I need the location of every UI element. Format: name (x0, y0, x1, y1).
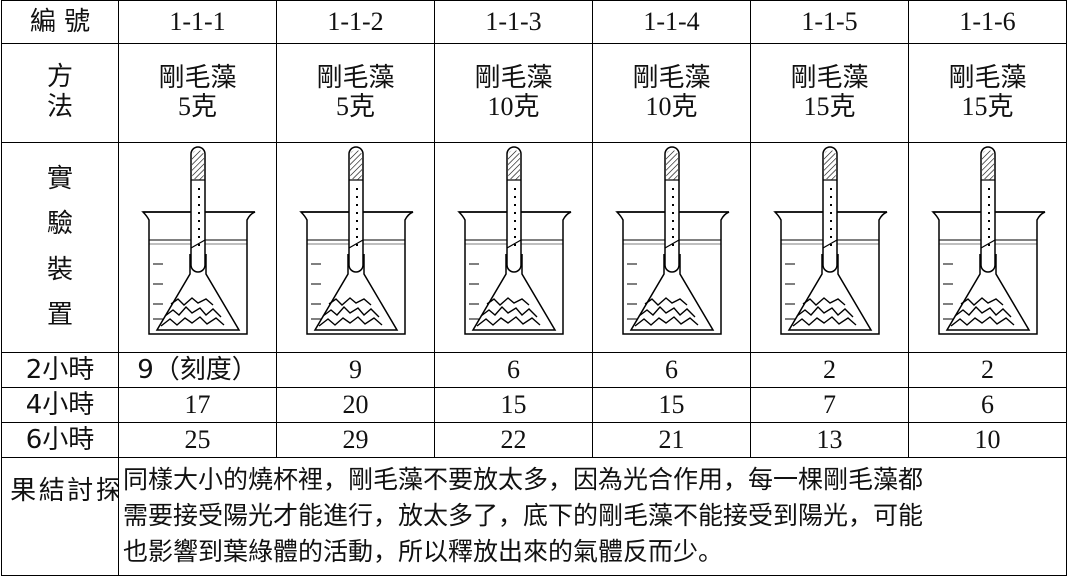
method-cell: 剛毛藻 10克 (434, 43, 593, 143)
label-text: 方法 (47, 62, 74, 122)
result-value: 13 (750, 422, 909, 458)
row-label: 2小時 (1, 352, 119, 388)
experiment-id: 1-1-6 (908, 0, 1067, 44)
row-label: 6小時 (1, 422, 119, 458)
row-label: 方法 (1, 43, 119, 143)
header-row: 編 號 1-1-1 1-1-2 1-1-3 1-1-4 1-1-5 1-1-6 (1, 0, 1067, 44)
alga-amount: 5克 (335, 92, 375, 121)
result-value: 2 (750, 352, 909, 388)
result-value: 21 (592, 422, 751, 458)
apparatus-cell (592, 142, 751, 353)
result-value: 9 (276, 352, 435, 388)
method-row: 方法 剛毛藻 5克 剛毛藻 5克 剛毛藻 10克 剛毛藻 10克 剛毛藻 15克 剛毛藻 15克 (1, 43, 1067, 143)
alga-amount: 10克 (487, 92, 540, 121)
apparatus-cell (276, 142, 435, 353)
alga-name: 剛毛藻 (158, 63, 237, 94)
label-text: 探討結果 (5, 476, 119, 550)
apparatus-cell (434, 142, 593, 353)
alga-amount: 15克 (961, 92, 1014, 121)
result-value: 25 (118, 422, 277, 458)
alga-name: 剛毛藻 (632, 63, 711, 94)
apparatus-drawing (765, 144, 895, 344)
alga-name: 剛毛藻 (790, 63, 869, 94)
result-value: 2 (908, 352, 1067, 388)
apparatus-drawing (607, 144, 737, 344)
apparatus-drawing (133, 144, 263, 344)
result-value: 9（刻度） (118, 352, 277, 388)
row-label: 實驗裝置 (1, 142, 119, 353)
label-text: 實驗裝置 (47, 163, 74, 331)
method-cell: 剛毛藻 15克 (750, 43, 909, 143)
method-cell: 剛毛藻 15克 (908, 43, 1067, 143)
apparatus-cell (908, 142, 1067, 353)
alga-name: 剛毛藻 (316, 63, 395, 94)
apparatus-drawing (923, 144, 1053, 344)
conclusion-text: 同樣大小的燒杯裡，剛毛藻不要放太多，因為光合作用，每一棵剛毛藻都 需要接受陽光才能… (118, 457, 1067, 576)
alga-name: 剛毛藻 (474, 63, 553, 94)
result-value: 17 (118, 387, 277, 423)
conclusion-line: 同樣大小的燒杯裡，剛毛藻不要放太多，因為光合作用，每一棵剛毛藻都 (123, 464, 924, 494)
result-value: 15 (434, 387, 593, 423)
method-cell: 剛毛藻 5克 (276, 43, 435, 143)
conclusion-line: 也影響到葉綠體的活動，所以釋放出來的氣體反而少。 (123, 537, 724, 567)
result-value: 29 (276, 422, 435, 458)
alga-amount: 5克 (177, 92, 217, 121)
apparatus-drawing (291, 144, 421, 344)
apparatus-cell (118, 142, 277, 353)
experiment-id: 1-1-4 (592, 0, 751, 44)
alga-amount: 10克 (645, 92, 698, 121)
result-value: 22 (434, 422, 593, 458)
row-label: 探討結果 (1, 457, 119, 576)
experiment-id: 1-1-2 (276, 0, 435, 44)
result-value: 6 (592, 352, 751, 388)
result-value: 10 (908, 422, 1067, 458)
method-cell: 剛毛藻 10克 (592, 43, 751, 143)
experiment-id: 1-1-1 (118, 0, 277, 44)
alga-name: 剛毛藻 (948, 63, 1027, 94)
result-value: 6 (908, 387, 1067, 423)
result-value: 7 (750, 387, 909, 423)
conclusion-line: 需要接受陽光才能進行，放太多了，底下的剛毛藻不能接受到陽光，可能 (123, 501, 924, 531)
apparatus-drawing (449, 144, 579, 344)
conclusion-row: 探討結果 同樣大小的燒杯裡，剛毛藻不要放太多，因為光合作用，每一棵剛毛藻都 需要接受… (1, 457, 1067, 576)
result-value: 20 (276, 387, 435, 423)
result-value: 15 (592, 387, 751, 423)
row-label: 編 號 (1, 0, 119, 44)
result-row: 2小時 9（刻度） 9 6 6 2 2 (1, 352, 1067, 388)
result-row: 6小時 25 29 22 21 13 10 (1, 422, 1067, 458)
experiment-id: 1-1-3 (434, 0, 593, 44)
apparatus-cell (750, 142, 909, 353)
result-value: 6 (434, 352, 593, 388)
method-cell: 剛毛藻 5克 (118, 43, 277, 143)
row-label: 4小時 (1, 387, 119, 423)
alga-amount: 15克 (803, 92, 856, 121)
experiment-id: 1-1-5 (750, 0, 909, 44)
apparatus-row: 實驗裝置 (1, 142, 1067, 353)
result-row: 4小時 17 20 15 15 7 6 (1, 387, 1067, 423)
